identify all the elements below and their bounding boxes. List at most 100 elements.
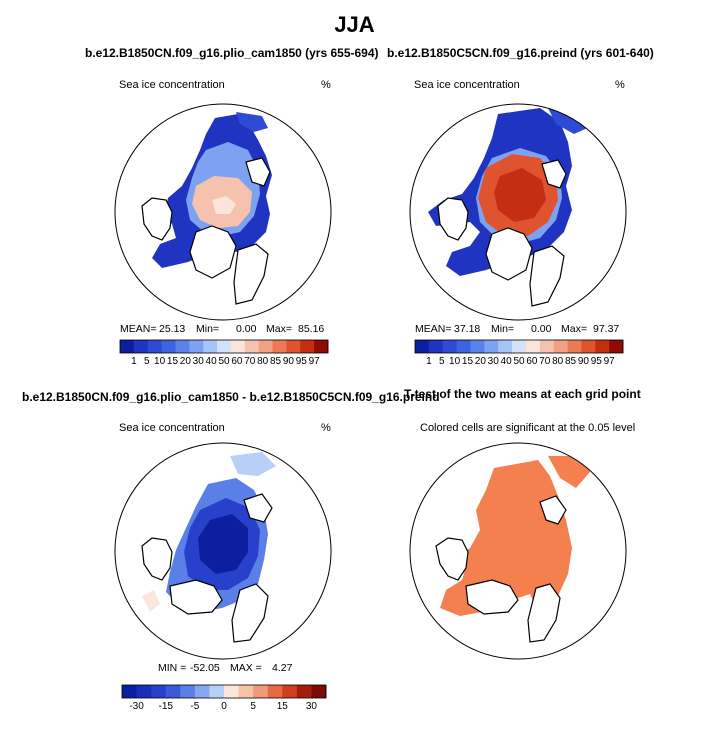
panel3-colorbar-swatch — [151, 685, 167, 698]
panel3-colorbar-frame — [121, 684, 327, 699]
panel3-colorbar-swatch — [165, 685, 181, 698]
panel2-colorbar-swatch — [456, 340, 471, 353]
panel2-land-scandinavia — [541, 159, 567, 189]
panel3-colorbar-tick-label: -15 — [158, 701, 173, 712]
panel1-ice-core-light — [212, 196, 236, 214]
panel3-colorbar-tick-label: 15 — [277, 701, 289, 712]
panel3-land-siberia — [231, 583, 269, 643]
panel3-colorbar-swatch — [296, 685, 312, 698]
panel2-colorbar-swatch — [415, 340, 430, 353]
panel1-colorbar-tick-label: 60 — [231, 356, 243, 367]
panel1-land-canada — [189, 225, 237, 279]
panel1-units: % — [321, 79, 331, 91]
panel3-diff-core — [198, 514, 248, 574]
panel4-map-border — [409, 442, 627, 660]
panel4-significant-strip — [548, 456, 590, 488]
panel2-colorbar-tick-label: 30 — [488, 356, 500, 367]
panel2-colorbar-swatch — [512, 340, 527, 353]
panel2-colorbar-swatch — [609, 340, 624, 353]
panel3-colorbar-swatch — [267, 685, 283, 698]
panel3-colorbar-swatch — [136, 685, 152, 698]
panel2-colorbar-tick-label: 1 — [426, 356, 432, 367]
panel1-max-value: 85.16 — [298, 323, 325, 335]
panel1-min-label: Min= — [196, 323, 220, 335]
panel2-colorbar-tick-label: 50 — [513, 356, 525, 367]
panel1-colorbar-swatch — [133, 340, 149, 353]
panel1-colorbar-tick-label: 90 — [283, 356, 295, 367]
panel4-land-canada — [465, 579, 519, 615]
panel1-colorbar-swatch — [189, 340, 204, 353]
panel1-colorbar-frame — [119, 339, 329, 354]
panel2-colorbar-swatch — [498, 340, 513, 353]
panel3-title: b.e12.B1850CN.f09_g16.plio_cam1850 - b.e… — [22, 390, 440, 404]
panel2-colorbar-swatch — [553, 340, 568, 353]
panel1-colorbar-swatch — [217, 340, 232, 353]
panel1-colorbar-tick-label: 20 — [180, 356, 192, 367]
panel3-land-canada — [169, 579, 223, 615]
panel1-colorbar-tick-label: 15 — [167, 356, 179, 367]
panel1-colorbar-swatch — [244, 340, 260, 353]
panel2-colorbar-tick-label: 90 — [578, 356, 590, 367]
panel2-colorbar-swatch — [525, 340, 541, 353]
panel1-colorbar-swatch — [230, 340, 246, 353]
panel1-colorbar-swatch — [300, 340, 315, 353]
panel2-subtitle: Sea ice concentration — [414, 79, 520, 91]
panel1-ice-strip — [236, 112, 268, 132]
panel2-min-label: Min= — [491, 323, 515, 335]
panel1-colorbar-swatch — [203, 340, 218, 353]
panel3-colorbar-swatch — [180, 685, 196, 698]
panel3-colorbar-tick-label: 5 — [250, 701, 256, 712]
panel1-colorbar-swatch — [147, 340, 162, 353]
panel3-colorbar: -30 -15 -5 0 5 15 30 — [121, 684, 327, 712]
panel3-colorbar-tick-label: -5 — [190, 701, 199, 712]
panel3-colorbar-tick-label: 30 — [306, 701, 318, 712]
panel3-max-value: 4.27 — [272, 662, 293, 674]
panel4-land-greenland — [435, 537, 469, 581]
panel1-colorbar-tick-label: 5 — [144, 356, 150, 367]
panel3-colorbar-swatch — [224, 685, 239, 698]
panel2-colorbar-swatch — [539, 340, 555, 353]
panel3-colorbar-tick-label: 0 — [221, 701, 227, 712]
panel1-colorbar-tick-label: 1 — [131, 356, 137, 367]
panel3-colorbar-swatch — [311, 685, 327, 698]
panel2-colorbar-tick-label: 60 — [526, 356, 538, 367]
panel1-land-greenland — [141, 197, 173, 241]
panel3-units: % — [321, 422, 331, 434]
panel2-colorbar-swatch — [581, 340, 596, 353]
panel2-land-siberia — [529, 245, 565, 307]
panel3-colorbar-swatch — [209, 685, 225, 698]
panel1-colorbar-tick-label: 40 — [206, 356, 218, 367]
panel3-map — [114, 442, 332, 660]
panel2-colorbar-swatch — [484, 340, 499, 353]
panel2-colorbar-tick-label: 70 — [539, 356, 551, 367]
panel2-land-canada — [485, 227, 533, 281]
panel2-map — [409, 103, 627, 321]
panel2-colorbar-swatch — [428, 340, 444, 353]
panel3-min-label: MIN = — [158, 662, 187, 674]
panel1-colorbar-swatch — [272, 340, 287, 353]
panel2-colorbar-swatch — [442, 340, 457, 353]
panel2-units: % — [615, 79, 625, 91]
panel1-mean-label: MEAN= — [120, 323, 157, 335]
panel2-colorbar-tick-label: 85 — [565, 356, 577, 367]
panel2-mean-label: MEAN= — [415, 323, 452, 335]
panel1-colorbar-tick-label: 95 — [296, 356, 308, 367]
panel3-colorbar-swatch — [238, 685, 254, 698]
panel2-colorbar-swatch — [470, 340, 485, 353]
panel1-colorbar-tick-label: 30 — [193, 356, 205, 367]
panel1-title: b.e12.B1850CN.f09_g16.plio_cam1850 (yrs … — [85, 46, 379, 60]
panel1-land-siberia — [233, 243, 269, 305]
panel1-colorbar-tick-label: 97 — [309, 356, 321, 367]
panel2-colorbar: 1 5 10 15 20 30 40 50 60 70 80 85 90 95 97 — [414, 339, 624, 367]
panel2-title: b.e12.B1850C5CN.f09_g16.preind (yrs 601-… — [387, 46, 654, 60]
panel4-subtitle: Colored cells are significant at the 0.0… — [420, 422, 636, 434]
panel3-subtitle: Sea ice concentration — [119, 422, 225, 434]
panel2-colorbar-swatch — [595, 340, 610, 353]
panel2-colorbar-tick-label: 10 — [449, 356, 461, 367]
panel3-map-border — [114, 442, 332, 660]
panel3-diff-positive — [142, 590, 160, 612]
panel3-colorbar-swatch — [194, 685, 210, 698]
panel1-colorbar-tick-label: 50 — [218, 356, 230, 367]
panel2-ice-deep — [494, 168, 546, 222]
